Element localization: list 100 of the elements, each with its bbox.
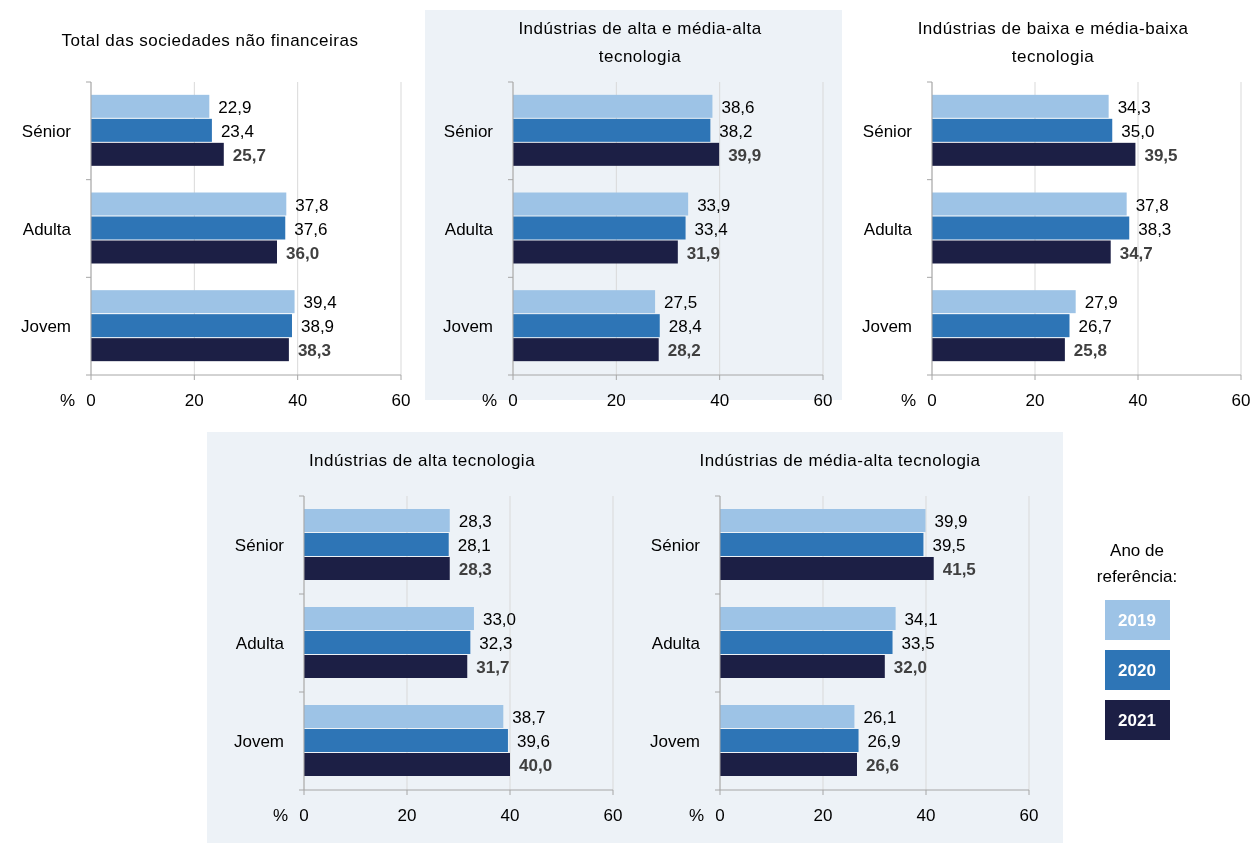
bar (91, 290, 295, 314)
x-tick-label: 40 (500, 806, 520, 825)
data-label: 22,9 (218, 97, 252, 117)
bar (932, 290, 1076, 314)
bar (304, 631, 471, 654)
data-label: 40,0 (519, 756, 553, 775)
data-label: 34,3 (1117, 97, 1151, 117)
data-label: 38,2 (719, 121, 753, 141)
bar (304, 533, 449, 556)
y-tick-label: Sénior (234, 536, 285, 555)
legend-title: Ano de referência: (1096, 541, 1178, 586)
data-label: 34,7 (1119, 243, 1153, 263)
bar (304, 705, 504, 728)
x-axis-title: % (900, 391, 916, 410)
x-tick-label: 60 (391, 391, 411, 410)
data-label: 38,3 (1138, 219, 1172, 239)
data-label: 33,5 (901, 634, 935, 653)
x-tick-label: 60 (813, 391, 833, 410)
data-label: 27,5 (664, 293, 698, 313)
x-tick-label: 60 (1231, 391, 1251, 410)
data-label: 33,9 (697, 195, 731, 215)
x-axis-title: % (481, 391, 497, 410)
x-tick-label: 20 (184, 391, 204, 410)
y-tick-label: Sénior (650, 536, 701, 555)
bar (513, 338, 659, 362)
bar (720, 509, 926, 532)
bar (91, 142, 224, 166)
data-label: 39,4 (303, 293, 337, 313)
x-axis-title: % (59, 391, 75, 410)
bar (513, 240, 678, 264)
bar (91, 192, 287, 216)
x-tick-label: 40 (710, 391, 730, 410)
bar (932, 192, 1127, 216)
data-label: 33,0 (482, 610, 517, 629)
bar (932, 338, 1065, 362)
x-tick-label: 20 (606, 391, 626, 410)
bar (513, 290, 656, 314)
bar (304, 753, 510, 776)
bar (91, 240, 277, 264)
x-tick-label: 0 (299, 806, 309, 825)
x-axis-title: % (688, 806, 704, 825)
y-tick-label: Jovem (861, 317, 912, 337)
bar (304, 557, 450, 580)
y-tick-label: Jovem (20, 317, 71, 337)
x-tick-label: 0 (508, 391, 518, 410)
chart-title: Indústrias de média-alta tecnologia (699, 451, 981, 470)
x-tick-label: 0 (86, 391, 96, 410)
data-label: 38,7 (512, 708, 546, 727)
data-label: 36,0 (286, 243, 320, 263)
x-axis-title: % (272, 806, 288, 825)
chart-title: Indústrias de alta e média-alta tecnologia (518, 19, 762, 66)
bar (304, 509, 450, 532)
bar (720, 607, 896, 630)
bar (932, 240, 1111, 264)
data-label: 32,3 (479, 634, 513, 653)
data-label: 28,3 (458, 512, 492, 531)
y-tick-label: Sénior (862, 121, 913, 141)
y-tick-label: Sénior (443, 121, 494, 141)
bar (513, 314, 660, 338)
y-tick-label: Jovem (442, 317, 493, 337)
bar (932, 142, 1136, 166)
x-tick-label: 20 (813, 806, 833, 825)
data-label: 39,5 (1144, 145, 1178, 165)
data-label: 28,3 (458, 560, 492, 579)
bar (720, 705, 855, 728)
y-tick-label: Adulta (863, 219, 913, 239)
data-label: 26,9 (867, 732, 901, 751)
x-tick-label: 40 (1128, 391, 1148, 410)
data-label: 38,6 (721, 97, 755, 117)
chart-title: Indústrias de alta tecnologia (308, 451, 536, 470)
bar (91, 216, 286, 240)
data-label: 39,9 (728, 145, 762, 165)
bar (720, 631, 893, 654)
data-label: 32,0 (893, 658, 927, 677)
x-tick-label: 60 (603, 806, 623, 825)
data-label: 28,4 (668, 317, 702, 337)
x-tick-label: 60 (1019, 806, 1039, 825)
y-tick-label: Jovem (233, 732, 284, 751)
bar (513, 94, 713, 118)
bar (91, 338, 289, 362)
x-tick-label: 0 (927, 391, 937, 410)
data-label: 27,9 (1084, 293, 1118, 313)
bar (304, 607, 474, 630)
data-label: 39,5 (932, 536, 966, 555)
y-tick-label: Adulta (444, 219, 494, 239)
data-label: 26,6 (865, 756, 900, 775)
y-tick-label: Adulta (235, 634, 285, 653)
data-label: 37,6 (294, 219, 328, 239)
bar (932, 216, 1130, 240)
data-label: 38,9 (300, 317, 335, 337)
bar (720, 557, 934, 580)
x-tick-label: 0 (715, 806, 725, 825)
y-tick-label: Sénior (21, 121, 72, 141)
bar (720, 533, 924, 556)
text: 2020 (1118, 661, 1156, 680)
chart-title: Indústrias de baixa e média-baixa tecnologia (917, 19, 1189, 66)
data-label: 31,9 (686, 243, 720, 263)
data-label: 39,9 (934, 512, 968, 531)
bar (304, 729, 508, 752)
bar (932, 314, 1070, 338)
